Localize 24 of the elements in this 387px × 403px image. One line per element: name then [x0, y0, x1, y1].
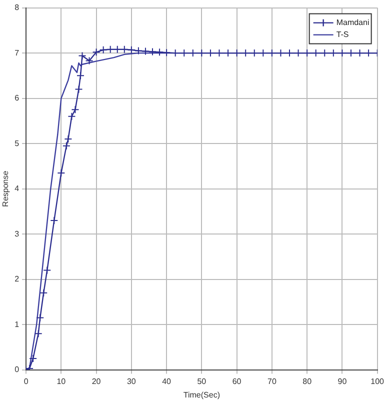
y-tick-label: 2: [14, 274, 20, 284]
x-tick-label: 70: [267, 376, 277, 386]
x-tick-label: 90: [338, 376, 348, 386]
y-tick-label: 1: [14, 320, 20, 329]
y-tick-label: 6: [14, 94, 20, 103]
y-axis-title: Response: [1, 170, 10, 207]
x-tick-label: 40: [162, 376, 172, 386]
y-tick-label: 8: [14, 3, 20, 12]
x-tick-label: 50: [197, 376, 207, 386]
x-tick-label: 20: [92, 376, 102, 386]
x-axis-title: Time(Sec): [183, 390, 220, 400]
y-tick-label: 5: [14, 138, 20, 148]
x-tick-label: 60: [232, 376, 242, 386]
y-tick-label: 3: [14, 229, 20, 238]
x-tick-label: 10: [56, 376, 66, 386]
legend-label: Mamdani: [336, 18, 370, 28]
x-tick-label: 100: [370, 376, 385, 386]
x-tick-label: 0: [24, 376, 29, 386]
x-tick-label: 30: [126, 376, 136, 386]
x-tick-label: 80: [302, 376, 312, 386]
y-tick-label: 7: [14, 48, 20, 58]
legend-label: T-S: [336, 30, 349, 40]
y-tick-label: 4: [14, 184, 20, 194]
y-tick-label: 0: [14, 365, 20, 374]
